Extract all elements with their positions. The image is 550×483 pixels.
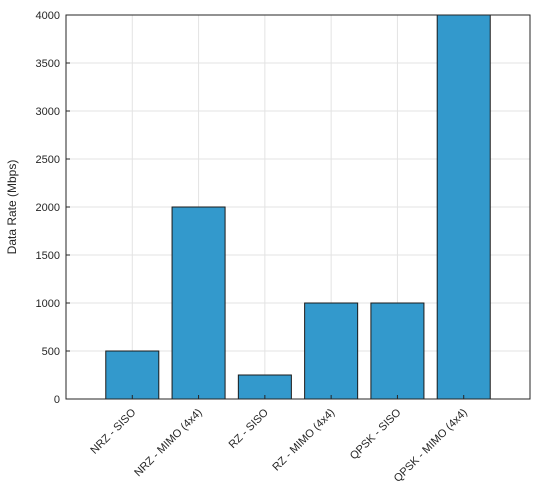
bar-3 xyxy=(304,302,359,400)
y-tick-label: 3000 xyxy=(36,106,60,118)
bar-1 xyxy=(171,206,226,400)
y-axis-label: Data Rate (Mbps) xyxy=(5,160,19,255)
y-tick-label: 500 xyxy=(42,346,60,358)
y-tick-label: 1000 xyxy=(36,298,60,310)
y-tick-label: 4000 xyxy=(36,10,60,22)
y-tick-label: 3500 xyxy=(36,58,60,70)
x-tick-label: QPSK - SISO xyxy=(348,406,404,462)
y-tick-label: 2500 xyxy=(36,154,60,166)
x-tick-label: NRZ - MIMO (4x4) xyxy=(132,407,204,479)
y-tick-label: 1500 xyxy=(36,250,60,262)
bars xyxy=(105,14,491,400)
x-tick-label: QPSK - MIMO (4x4) xyxy=(392,407,470,483)
x-tick-label: RZ - MIMO (4x4) xyxy=(270,407,337,474)
x-tick-label: NRZ - SISO xyxy=(88,406,138,456)
y-tick-label: 0 xyxy=(54,394,60,406)
bar-0 xyxy=(105,350,160,400)
bar-4 xyxy=(370,302,425,400)
bar-5 xyxy=(436,14,491,400)
y-axis-ticks: 0 500 1000 1500 2000 2500 3000 3500 4000 xyxy=(36,10,70,406)
y-tick-label: 2000 xyxy=(36,202,60,214)
x-tick-label: RZ - SISO xyxy=(227,406,272,451)
